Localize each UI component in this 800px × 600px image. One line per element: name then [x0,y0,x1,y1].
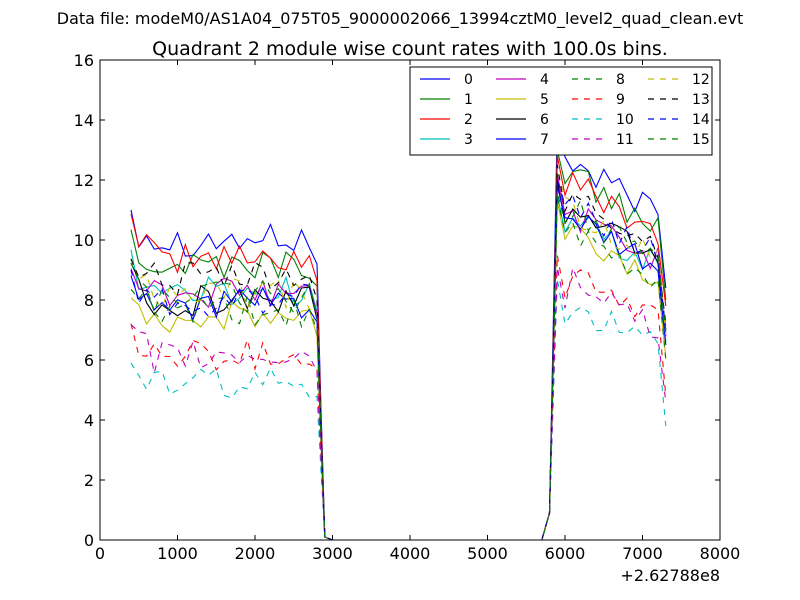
series-line-7 [130,185,667,541]
series-group [130,122,667,541]
series-line-11 [130,265,667,541]
series-line-3 [130,194,667,541]
legend-label-8: 8 [616,72,625,88]
series-line-14 [130,179,667,541]
chart-title: Quadrant 2 module wise count rates with … [152,38,668,60]
legend-label-2: 2 [464,112,473,128]
x-tick-label: 5000 [467,544,508,563]
y-tick-label: 8 [84,291,94,310]
legend-label-1: 1 [464,92,473,108]
data-file-header: Data file: modeM0/AS1A04_075T05_90000020… [57,9,743,29]
y-tick-label: 12 [74,171,94,190]
legend-label-7: 7 [540,132,549,148]
x-tick-label: 0 [95,544,105,563]
x-tick-label: 3000 [312,544,353,563]
y-tick-label: 2 [84,471,94,490]
x-tick-label: 1000 [157,544,198,563]
series-line-2 [130,155,667,541]
legend-label-14: 14 [692,112,710,128]
legend-label-0: 0 [464,72,473,88]
y-tick-label: 10 [74,231,94,250]
series-line-15 [130,191,667,541]
x-offset-label: +2.62788e8 [620,566,720,585]
legend-label-5: 5 [540,92,549,108]
legend-label-10: 10 [616,112,634,128]
legend-label-11: 11 [616,132,634,148]
series-line-8 [130,197,667,541]
legend-label-6: 6 [540,112,549,128]
x-tick-label: 8000 [700,544,741,563]
x-tick-label: 2000 [235,544,276,563]
legend-label-3: 3 [464,132,473,148]
y-tick-label: 16 [74,51,94,70]
x-tick-label: 6000 [545,544,586,563]
y-tick-label: 14 [74,111,94,130]
series-line-10 [130,278,667,541]
legend-label-9: 9 [616,92,625,108]
legend-label-4: 4 [540,72,549,88]
legend-label-15: 15 [692,132,710,148]
legend-box [409,66,713,156]
series-line-5 [130,200,667,541]
series-line-0 [130,122,667,541]
axis-ticks: 0 1000 2000 3000 4000 5000 6000 7000 80000246810… [74,51,741,563]
x-tick-label: 7000 [622,544,663,563]
legend-label-12: 12 [692,72,710,88]
y-tick-label: 4 [84,411,94,430]
y-tick-label: 0 [84,531,94,550]
x-tick-label: 4000 [390,544,431,563]
legend-label-13: 13 [692,92,710,108]
y-tick-label: 6 [84,351,94,370]
